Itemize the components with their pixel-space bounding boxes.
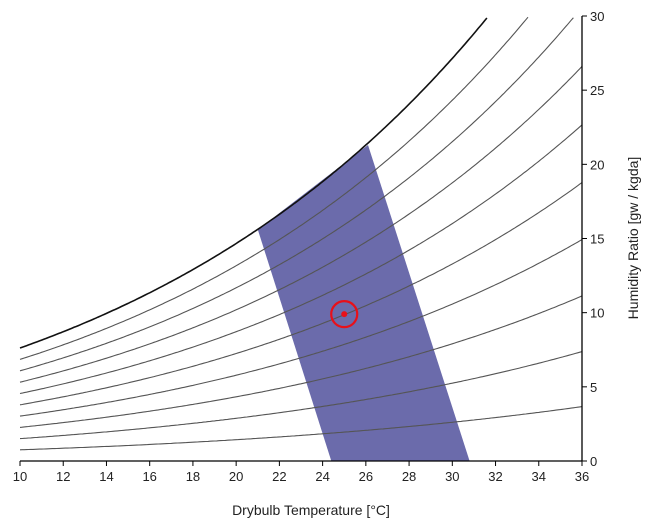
x-tick-label: 32 [488, 469, 502, 484]
y-tick-label: 10 [590, 306, 604, 321]
x-tick-label: 24 [315, 469, 329, 484]
x-tick-label: 14 [99, 469, 113, 484]
rh-curve-90 [19, 16, 529, 360]
x-tick-label: 10 [13, 469, 27, 484]
x-axis-label: Drybulb Temperature [°C] [232, 502, 390, 518]
x-tick-label: 12 [56, 469, 70, 484]
x-tick-label: 34 [532, 469, 546, 484]
rh-curve-80 [19, 17, 574, 372]
x-tick-label: 20 [229, 469, 243, 484]
x-tick-label: 30 [445, 469, 459, 484]
operating-point-layer [330, 300, 359, 329]
y-tick-label: 25 [590, 83, 604, 98]
rh-curve-60 [19, 124, 583, 395]
x-tick-label: 18 [186, 469, 200, 484]
y-tick-label: 20 [590, 157, 604, 172]
rh-curve-10 [19, 406, 583, 451]
rh-curve-40 [19, 239, 583, 417]
rh-curve-50 [19, 182, 583, 406]
operating-point-ring [330, 300, 359, 329]
saturation-curve [19, 17, 488, 349]
rh-curves-layer [19, 16, 583, 451]
x-tick-label: 16 [142, 469, 156, 484]
x-tick-label: 22 [272, 469, 286, 484]
y-tick-label: 30 [590, 9, 604, 24]
y-tick-label: 15 [590, 232, 604, 247]
comfort-zone-layer [257, 145, 470, 461]
x-tick-label: 26 [359, 469, 373, 484]
x-tick-label: 28 [402, 469, 416, 484]
x-tick-label: 36 [575, 469, 589, 484]
y-tick-label: 5 [590, 380, 597, 395]
y-tick-label: 0 [590, 454, 597, 469]
rh-curve-70 [19, 66, 583, 383]
comfort-zone [257, 145, 470, 461]
rh-curve-20 [19, 351, 583, 440]
axes-layer: 10 12 14 16 18 20 22 24 26 28 30 32 34 360 5 10 15 20 25 30 [13, 9, 605, 484]
rh-curve-30 [19, 295, 583, 428]
operating-point-dot [341, 311, 348, 318]
y-axis-label: Humidity Ratio [gw / kgda] [625, 157, 641, 320]
